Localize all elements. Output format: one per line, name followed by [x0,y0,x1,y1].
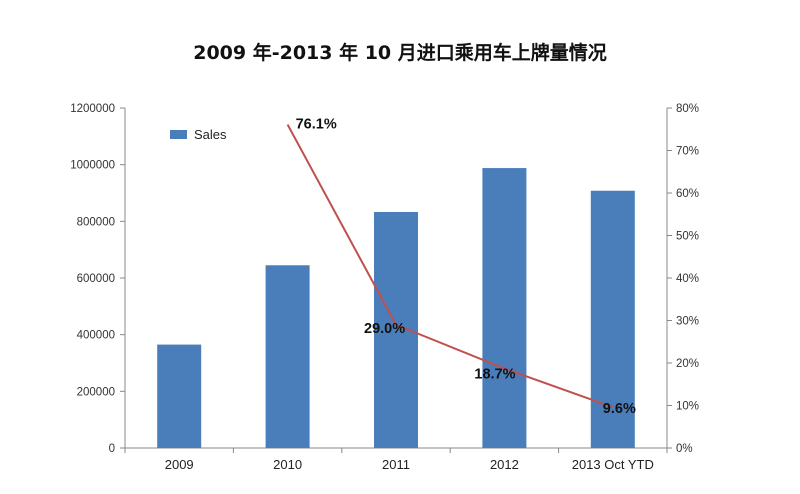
growth-data-label: 29.0% [364,321,405,337]
x-tick-label: 2011 [382,457,410,472]
legend: Sales [170,127,227,142]
left-tick-label: 400000 [77,330,115,342]
right-tick-label: 80% [676,103,699,115]
x-tick-label: 2010 [273,457,302,472]
right-tick-label: 40% [676,273,699,285]
right-tick-label: 30% [676,316,699,328]
bar-sales [590,190,635,448]
bar-sales [265,265,310,448]
left-tick-label: 1200000 [70,103,115,115]
axes: 0 200000 400000 600000 800000 1000000 1200000 0… [70,103,699,472]
left-tick-label: 200000 [77,386,115,398]
left-tick-label: 1000000 [70,160,115,172]
bar-sales [482,168,527,449]
x-tick-label: 2013 Oct YTD [572,457,654,472]
bars [157,168,635,449]
left-tick-label: 800000 [77,216,115,228]
right-tick-label: 0% [676,443,693,455]
data-labels: 76.1% 29.0% 18.7% 9.6% [296,117,636,418]
x-tick-label: 2012 [490,457,519,472]
growth-data-label: 76.1% [296,117,337,133]
growth-line-path [286,124,614,409]
bar-sales [157,344,202,448]
legend-swatch-sales [170,130,187,139]
left-tick-label: 0 [109,443,115,455]
chart-title: 2009 年-2013 年 10 月进口乘用车上牌量情况 [193,42,607,64]
right-tick-label: 60% [676,188,699,200]
left-tick-label: 600000 [77,273,115,285]
legend-label-sales: Sales [194,127,227,142]
right-tick-label: 70% [676,146,699,158]
right-tick-label: 50% [676,231,699,243]
growth-data-label: 18.7% [474,367,515,383]
right-tick-label: 10% [676,401,699,413]
right-tick-label: 20% [676,358,699,370]
growth-data-label: 9.6% [603,401,636,417]
x-tick-label: 2009 [165,457,194,472]
growth-line [286,124,614,409]
